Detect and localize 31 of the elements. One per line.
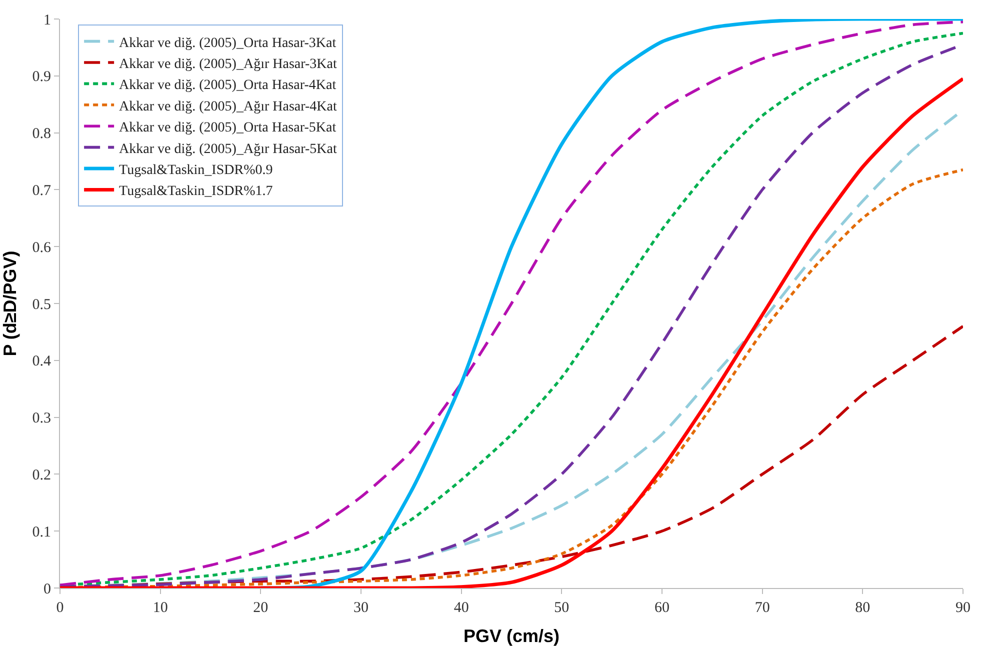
x-axis-title: PGV (cm/s) (463, 626, 560, 646)
x-tick-label: 80 (855, 600, 870, 616)
x-tick-label: 50 (554, 600, 570, 616)
x-tick-label: 0 (56, 600, 64, 616)
y-tick-label: 1 (44, 12, 51, 28)
y-axis-title: P (d≥D/PGV) (0, 250, 20, 356)
x-tick-label: 30 (354, 600, 368, 616)
y-tick-label: 0.4 (32, 354, 52, 370)
legend-label: Akkar ve diğ. (2005)_Ağır Hasar-5Kat (119, 142, 337, 157)
x-tick-label: 70 (754, 600, 770, 616)
legend-label: Akkar ve diğ. (2005)_Orta Hasar-3Kat (119, 36, 336, 51)
y-tick-label: 0.1 (32, 524, 51, 540)
legend-label: Tugsal&Taskin_ISDR%0.9 (119, 162, 273, 178)
x-tick-label: 40 (454, 600, 469, 616)
y-tick-label: 0.9 (32, 69, 51, 86)
y-tick-label: 0.6 (32, 240, 52, 256)
legend-label: Akkar ve diğ. (2005)_Orta Hasar-4Kat (119, 78, 336, 94)
x-tick-label: 10 (152, 600, 168, 616)
y-tick-label: 0 (44, 581, 51, 598)
y-tick-label: 0.2 (32, 467, 51, 484)
legend-label: Tugsal&Taskin_ISDR%1.7 (119, 184, 273, 200)
legend-label: Akkar ve diğ. (2005)_Orta Hasar-5Kat (119, 120, 336, 136)
y-tick-label: 0.7 (32, 182, 52, 199)
x-tick-label: 20 (253, 600, 268, 616)
y-tick-label: 0.8 (32, 126, 51, 142)
x-tick-label: 60 (654, 600, 670, 616)
y-tick-label: 0.3 (32, 410, 51, 427)
legend-label: Akkar ve diğ. (2005)_Ağır Hasar-4Kat (119, 99, 337, 114)
x-tick-label: 90 (956, 600, 970, 616)
legend-label: Akkar ve diğ. (2005)_Ağır Hasar-3Kat (119, 56, 337, 72)
y-tick-label: 0.5 (32, 296, 51, 313)
